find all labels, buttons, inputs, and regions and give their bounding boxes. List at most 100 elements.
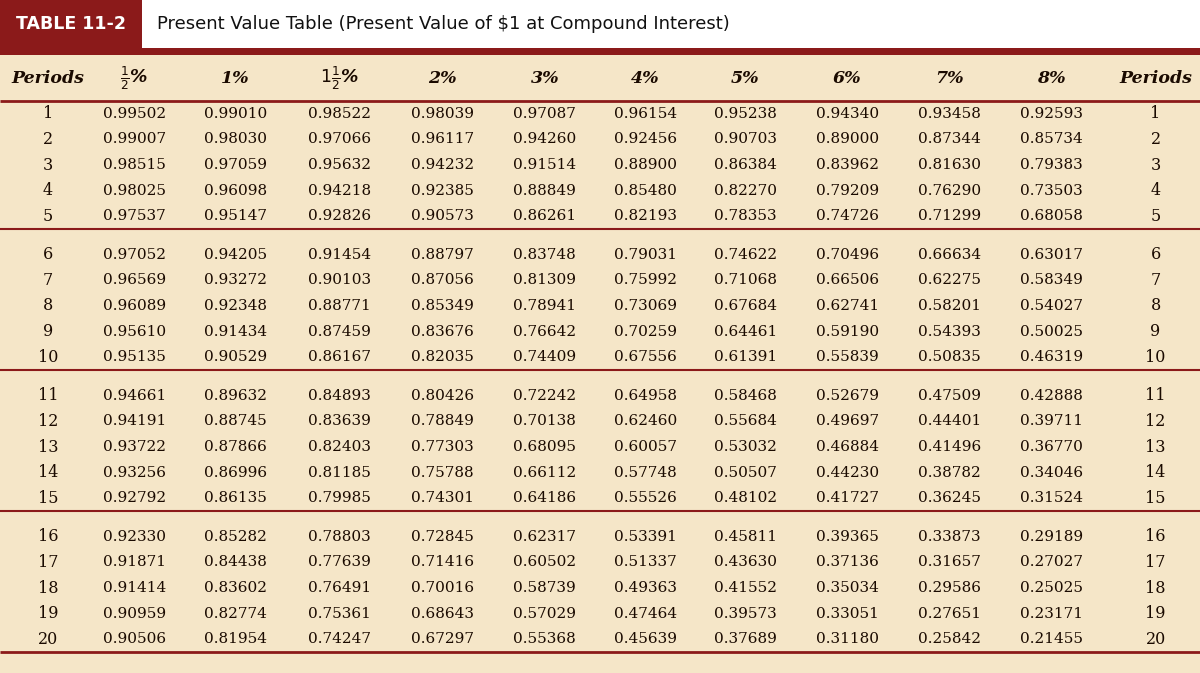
Text: 0.94232: 0.94232	[412, 158, 474, 172]
Text: 0.38782: 0.38782	[918, 466, 980, 480]
Text: 0.78941: 0.78941	[514, 299, 576, 313]
Text: 0.62460: 0.62460	[614, 415, 677, 429]
Text: 5: 5	[43, 208, 53, 225]
Text: Periods: Periods	[12, 69, 84, 87]
Text: 0.64958: 0.64958	[614, 389, 677, 403]
Text: 0.76642: 0.76642	[514, 324, 576, 339]
Text: 0.25025: 0.25025	[1020, 581, 1082, 595]
Text: 0.41496: 0.41496	[918, 440, 980, 454]
Text: 0.48102: 0.48102	[714, 491, 776, 505]
Text: 10: 10	[1146, 349, 1165, 365]
Text: 0.86167: 0.86167	[308, 350, 371, 364]
Text: 0.88797: 0.88797	[412, 248, 474, 262]
Text: Periods: Periods	[1120, 69, 1192, 87]
Text: 0.92792: 0.92792	[103, 491, 166, 505]
Text: 0.73069: 0.73069	[614, 299, 677, 313]
Text: 0.90573: 0.90573	[412, 209, 474, 223]
Text: 0.95632: 0.95632	[308, 158, 371, 172]
Text: 0.94205: 0.94205	[204, 248, 266, 262]
Text: 0.95610: 0.95610	[103, 324, 166, 339]
Text: 0.82270: 0.82270	[714, 184, 776, 198]
Text: 0.98515: 0.98515	[103, 158, 166, 172]
Text: 0.29189: 0.29189	[1020, 530, 1082, 544]
Text: 0.96098: 0.96098	[204, 184, 266, 198]
Text: 0.88771: 0.88771	[308, 299, 371, 313]
Text: 0.98522: 0.98522	[308, 107, 371, 120]
Text: 0.74622: 0.74622	[714, 248, 776, 262]
Text: 7: 7	[1151, 272, 1160, 289]
Text: 0.36770: 0.36770	[1020, 440, 1082, 454]
Text: 0.89632: 0.89632	[204, 389, 266, 403]
Text: 0.67297: 0.67297	[412, 632, 474, 646]
Text: 0.49363: 0.49363	[614, 581, 677, 595]
Text: 0.96154: 0.96154	[614, 107, 677, 120]
Text: 0.75992: 0.75992	[614, 273, 677, 287]
Text: 0.81185: 0.81185	[308, 466, 371, 480]
Text: 0.83602: 0.83602	[204, 581, 266, 595]
Text: 0.77639: 0.77639	[308, 555, 371, 569]
Text: 0.90506: 0.90506	[103, 632, 166, 646]
Text: 0.83962: 0.83962	[816, 158, 878, 172]
Text: 2: 2	[1151, 131, 1160, 148]
Text: 0.55526: 0.55526	[614, 491, 677, 505]
Text: 0.76290: 0.76290	[918, 184, 980, 198]
Text: 4: 4	[1151, 182, 1160, 199]
Text: 0.64461: 0.64461	[714, 324, 776, 339]
Text: 0.97059: 0.97059	[204, 158, 266, 172]
Text: 0.79209: 0.79209	[816, 184, 878, 198]
Text: 14: 14	[38, 464, 58, 481]
Text: 0.55368: 0.55368	[514, 632, 576, 646]
Text: 0.66634: 0.66634	[918, 248, 980, 262]
Text: 0.94260: 0.94260	[514, 133, 576, 147]
Text: 0.93272: 0.93272	[204, 273, 266, 287]
Text: 0.91434: 0.91434	[204, 324, 266, 339]
Text: 0.71299: 0.71299	[918, 209, 980, 223]
Text: 0.43630: 0.43630	[714, 555, 776, 569]
Text: 0.37136: 0.37136	[816, 555, 878, 569]
Text: 19: 19	[37, 605, 59, 622]
Text: 0.84893: 0.84893	[308, 389, 371, 403]
Text: 0.74726: 0.74726	[816, 209, 878, 223]
Text: 0.41552: 0.41552	[714, 581, 776, 595]
Text: 3: 3	[43, 157, 53, 174]
Text: 0.90103: 0.90103	[308, 273, 371, 287]
Text: 0.83748: 0.83748	[514, 248, 576, 262]
Text: 0.31524: 0.31524	[1020, 491, 1082, 505]
Text: 17: 17	[37, 554, 59, 571]
Text: 0.59190: 0.59190	[816, 324, 878, 339]
Text: 16: 16	[1145, 528, 1166, 545]
Text: 0.88900: 0.88900	[614, 158, 677, 172]
Text: 0.50835: 0.50835	[918, 350, 980, 364]
Text: 0.92385: 0.92385	[412, 184, 474, 198]
Bar	[0, 48, 1200, 55]
Text: 0.96117: 0.96117	[412, 133, 474, 147]
Text: 0.86135: 0.86135	[204, 491, 266, 505]
Text: 0.92348: 0.92348	[204, 299, 266, 313]
Text: 12: 12	[1146, 413, 1165, 430]
Text: 0.95238: 0.95238	[714, 107, 776, 120]
Text: 0.87459: 0.87459	[308, 324, 371, 339]
Text: 0.46319: 0.46319	[1020, 350, 1082, 364]
Text: 0.44230: 0.44230	[816, 466, 878, 480]
Text: 0.60502: 0.60502	[514, 555, 576, 569]
Text: 13: 13	[37, 439, 59, 456]
Text: 0.45639: 0.45639	[614, 632, 677, 646]
Text: 0.74301: 0.74301	[412, 491, 474, 505]
Text: 0.68095: 0.68095	[514, 440, 576, 454]
Text: 0.90529: 0.90529	[204, 350, 266, 364]
Text: 0.99007: 0.99007	[103, 133, 166, 147]
Text: 1%: 1%	[221, 69, 250, 87]
Text: 0.93458: 0.93458	[918, 107, 980, 120]
Text: 13: 13	[1145, 439, 1166, 456]
Text: 0.57748: 0.57748	[614, 466, 677, 480]
Text: 0.44401: 0.44401	[918, 415, 980, 429]
Text: 0.63017: 0.63017	[1020, 248, 1082, 262]
Text: 0.82193: 0.82193	[614, 209, 677, 223]
Text: 0.82035: 0.82035	[412, 350, 474, 364]
Text: 0.79383: 0.79383	[1020, 158, 1082, 172]
Text: 0.76491: 0.76491	[308, 581, 371, 595]
Text: 0.70138: 0.70138	[514, 415, 576, 429]
Text: 1: 1	[43, 105, 53, 122]
Text: 0.99502: 0.99502	[103, 107, 166, 120]
Text: 0.54027: 0.54027	[1020, 299, 1082, 313]
